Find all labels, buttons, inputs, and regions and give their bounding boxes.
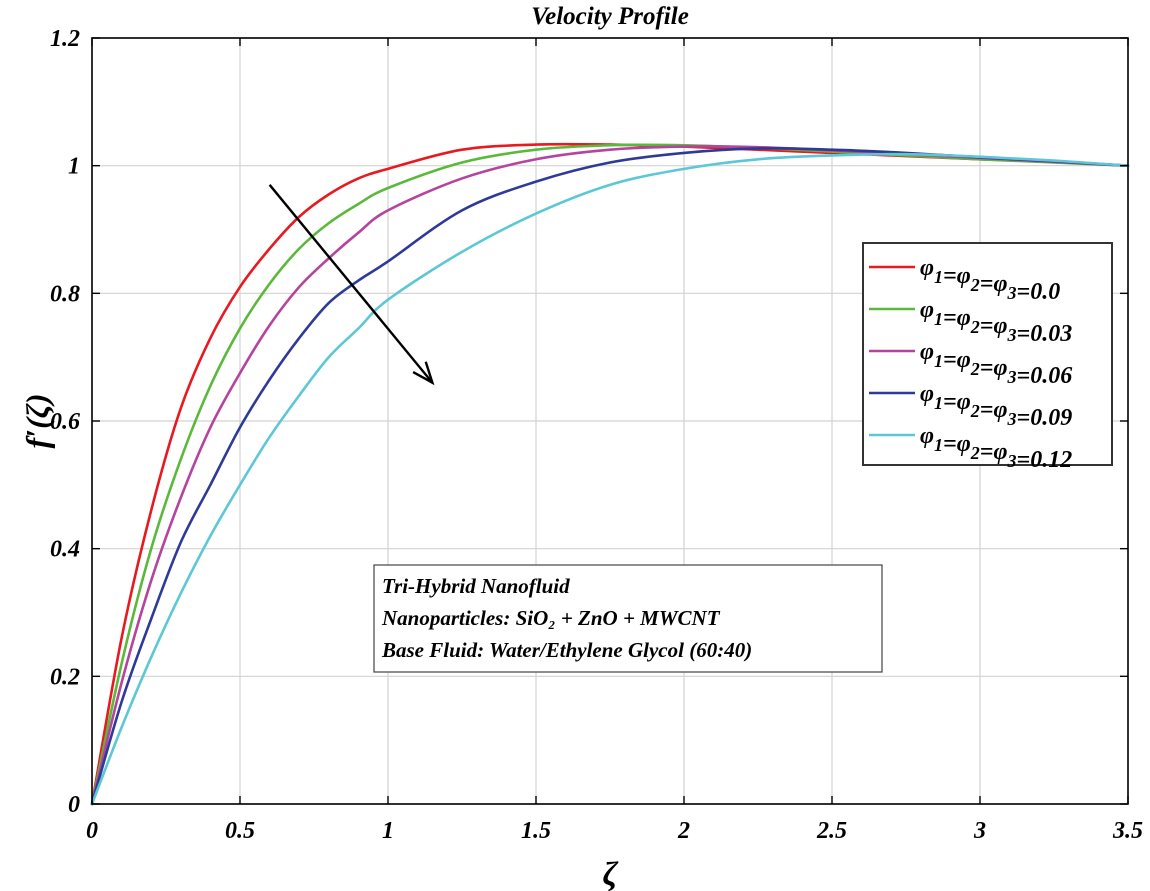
- y-tick-label: 0.6: [50, 409, 80, 435]
- legend-label: φ1=φ2=φ3=0.06: [920, 339, 1072, 389]
- x-tick-label: 3: [973, 818, 986, 844]
- x-axis-label: ζ: [603, 856, 619, 891]
- legend-item: φ1=φ2=φ3=0.12: [869, 423, 1072, 473]
- annotation-line-1: Tri-Hybrid Nanofluid: [382, 574, 570, 598]
- x-tick-label: 0: [86, 818, 98, 844]
- legend-item: φ1=φ2=φ3=0.09: [869, 381, 1072, 431]
- legend: φ1=φ2=φ3=0.0φ1=φ2=φ3=0.03φ1=φ2=φ3=0.06φ1…: [862, 242, 1113, 473]
- annotation-box: Tri-Hybrid Nanofluid Nanoparticles: SiO₂…: [373, 564, 883, 673]
- legend-label: φ1=φ2=φ3=0.0: [920, 255, 1060, 305]
- x-tick-label: 1.5: [521, 818, 551, 844]
- y-tick-label: 0.8: [50, 281, 80, 307]
- legend-items: φ1=φ2=φ3=0.0φ1=φ2=φ3=0.03φ1=φ2=φ3=0.06φ1…: [869, 255, 1072, 473]
- trend-arrow-head: [412, 361, 435, 386]
- trend-arrow: [268, 184, 435, 386]
- series-line-5: [90, 152, 1130, 806]
- trend-arrow-shaft: [268, 184, 434, 384]
- legend-label: φ1=φ2=φ3=0.03: [920, 297, 1072, 347]
- y-tick-label: 0: [68, 792, 80, 818]
- x-tick-label: 2: [677, 818, 690, 844]
- x-tick-label: 1: [382, 818, 394, 844]
- legend-item: φ1=φ2=φ3=0.06: [869, 339, 1072, 389]
- legend-item: φ1=φ2=φ3=0.0: [869, 255, 1060, 305]
- legend-frame: [862, 242, 1113, 466]
- x-tick-label: 3.5: [1112, 818, 1143, 844]
- series-line-4: [90, 146, 1130, 806]
- y-tick-label: 0.4: [50, 537, 80, 563]
- x-tick-label: 0.5: [225, 818, 255, 844]
- legend-item: φ1=φ2=φ3=0.03: [869, 297, 1072, 347]
- y-tick-label: 1.2: [50, 26, 80, 52]
- legend-label: φ1=φ2=φ3=0.09: [920, 381, 1072, 431]
- y-tick-label: 1: [68, 154, 80, 180]
- y-tick-label: 0.2: [50, 664, 80, 690]
- annotation-line-2: Nanoparticles: SiO₂ + ZnO + MWCNT: [381, 606, 721, 630]
- annotation-frame: [373, 564, 883, 673]
- series-lines: [90, 142, 1130, 806]
- y-axis-label: f′(ζ): [19, 393, 55, 448]
- legend-label: φ1=φ2=φ3=0.12: [920, 423, 1072, 473]
- x-tick-label: 2.5: [816, 818, 847, 844]
- annotation-line-3: Base Fluid: Water/Ethylene Glycol (60:40…: [381, 638, 752, 662]
- axis-ticks: 0 0.5 1 1.5 2 2.5 3 3.5 0 0.2 0.4 0.6 0.8 1 1.2: [50, 26, 1143, 844]
- chart-title: Velocity Profile: [531, 3, 689, 30]
